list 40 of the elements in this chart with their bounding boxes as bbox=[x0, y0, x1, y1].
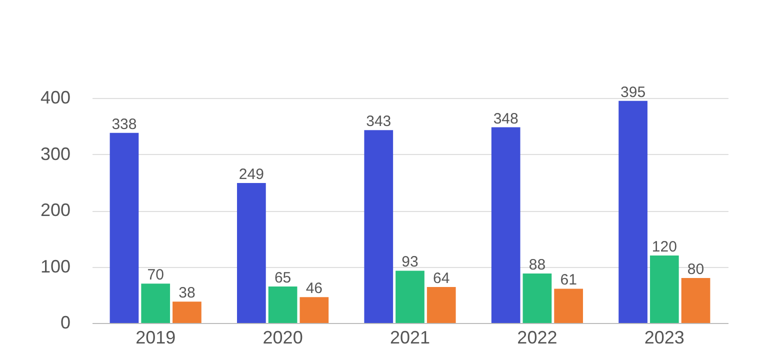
data-label: 61 bbox=[560, 272, 577, 289]
x-tick-label: 2023 bbox=[644, 328, 684, 348]
data-label: 120 bbox=[652, 238, 677, 256]
data-label: 88 bbox=[528, 256, 546, 274]
bar bbox=[396, 270, 424, 323]
data-label: 338 bbox=[112, 116, 137, 133]
bar bbox=[110, 132, 139, 323]
y-tick-label: 300 bbox=[40, 144, 70, 164]
data-label: 46 bbox=[306, 280, 323, 298]
data-label: 70 bbox=[147, 266, 164, 284]
bar bbox=[300, 297, 329, 323]
bar bbox=[172, 302, 202, 323]
bar bbox=[618, 100, 648, 323]
bar bbox=[268, 286, 298, 323]
y-tick-label: 100 bbox=[40, 256, 70, 276]
bar bbox=[491, 127, 520, 323]
x-tick-label: 2021 bbox=[390, 328, 430, 348]
x-tick-label: 2022 bbox=[517, 328, 558, 348]
data-label: 93 bbox=[402, 254, 418, 271]
bar bbox=[141, 284, 170, 323]
data-label: 80 bbox=[687, 261, 704, 278]
bar bbox=[554, 288, 583, 323]
data-label: 65 bbox=[274, 269, 292, 286]
data-label: 348 bbox=[493, 110, 518, 128]
bar bbox=[681, 278, 710, 323]
bar bbox=[426, 287, 456, 323]
data-label: 343 bbox=[366, 113, 392, 130]
x-tick-label: 2019 bbox=[136, 328, 176, 348]
data-label: 38 bbox=[178, 284, 196, 302]
y-tick-label: 400 bbox=[40, 88, 70, 108]
data-label: 395 bbox=[620, 84, 646, 101]
bar bbox=[522, 274, 552, 323]
data-label: 64 bbox=[433, 270, 450, 287]
y-tick-label: 0 bbox=[60, 312, 70, 332]
bar bbox=[364, 130, 394, 323]
x-tick-label: 2020 bbox=[262, 328, 303, 348]
bar bbox=[650, 256, 679, 323]
bar bbox=[237, 182, 266, 323]
y-tick-label: 200 bbox=[40, 200, 70, 220]
data-label: 249 bbox=[238, 166, 264, 183]
